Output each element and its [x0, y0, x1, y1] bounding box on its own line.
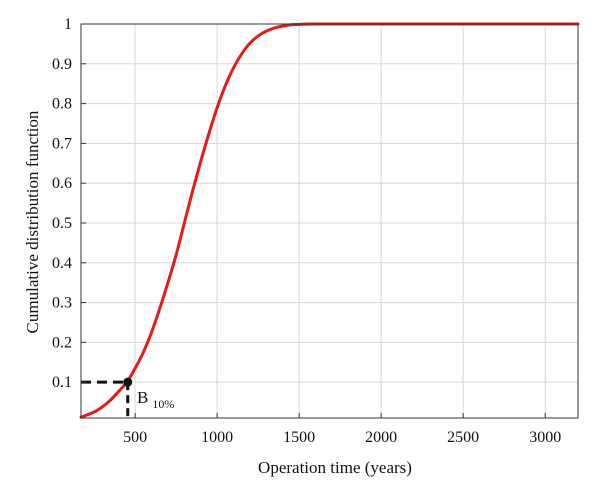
- x-tick-label-500: 500: [123, 429, 147, 446]
- x-tick-label-3000: 3000: [529, 429, 561, 446]
- b10-annotation-label: B 10%: [137, 388, 174, 411]
- marker-layer: [123, 377, 133, 387]
- b10-subscript-label: 10%: [152, 397, 174, 411]
- y-axis-ticks: 0.1 0.2 0.3 0.4 0.5 0.6 0.7 0.8 0.9 1: [52, 16, 86, 391]
- y-tick-label-0.1: 0.1: [52, 374, 72, 391]
- plot-frame: [80, 23, 579, 419]
- cdf-series-line-0: [79, 22, 580, 419]
- x-tick-label-1000: 1000: [201, 429, 233, 446]
- series-layer: [79, 22, 580, 419]
- x-tick-label-2500: 2500: [447, 429, 479, 446]
- y-tick-label-0.3: 0.3: [52, 295, 72, 312]
- x-axis-ticks: 500 1000 1500 2000 2500 3000: [123, 413, 561, 446]
- grid: [81, 23, 578, 418]
- reference-lines: [81, 380, 130, 418]
- x-tick-label-2000: 2000: [365, 429, 397, 446]
- y-tick-label-0.6: 0.6: [52, 175, 72, 192]
- y-axis-title: Cumulative distribution function: [23, 110, 42, 333]
- y-tick-label-0.5: 0.5: [52, 215, 72, 232]
- y-tick-label-0.4: 0.4: [52, 255, 72, 272]
- y-tick-label-0.2: 0.2: [52, 334, 72, 351]
- x-tick-label-1500: 1500: [283, 429, 315, 446]
- y-tick-label-0.8: 0.8: [52, 96, 72, 113]
- b10-main-label: B: [137, 388, 148, 407]
- x-axis-title: Operation time (years): [258, 458, 412, 477]
- b10-point-marker: [123, 377, 133, 387]
- y-tick-label-0.9: 0.9: [52, 56, 72, 73]
- y-tick-label-0.7: 0.7: [52, 135, 72, 152]
- y-tick-label-1: 1: [64, 16, 72, 33]
